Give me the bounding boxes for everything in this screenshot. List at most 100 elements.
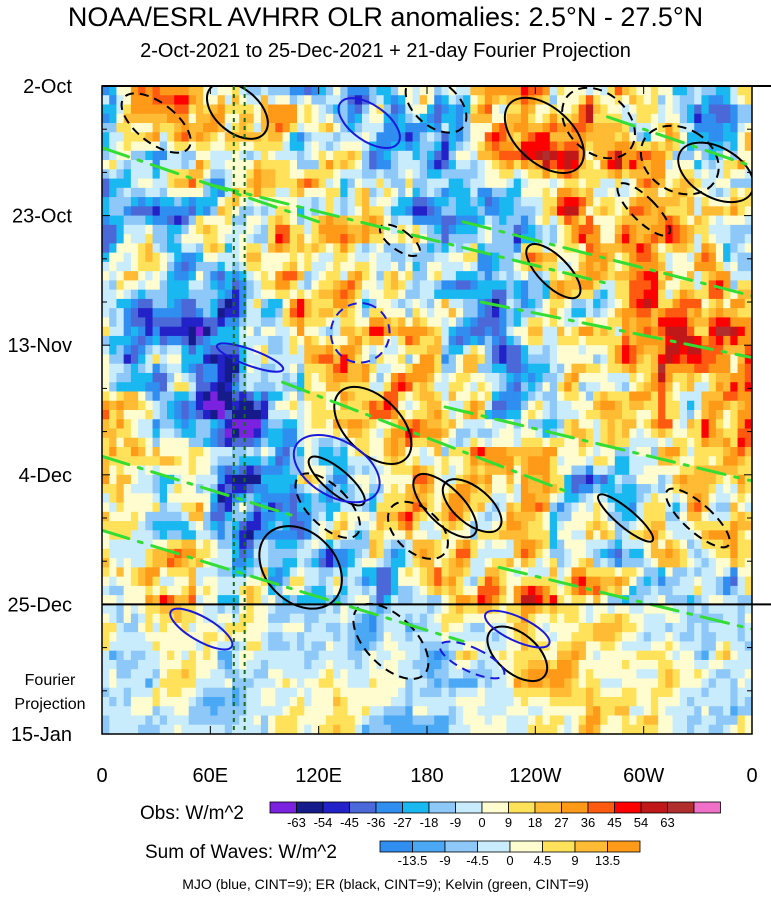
- heat-cell: [412, 206, 421, 217]
- heat-cell: [390, 558, 399, 568]
- heat-cell: [116, 548, 125, 559]
- heat-cell: [383, 234, 392, 244]
- heat-cell: [152, 511, 161, 522]
- heat-cell: [275, 215, 284, 226]
- heat-cell: [289, 187, 298, 198]
- heat-cell: [167, 548, 175, 559]
- heat-cell: [102, 576, 110, 587]
- heat-cell: [325, 345, 334, 356]
- heat-cell: [152, 437, 161, 448]
- heat-cell: [130, 521, 139, 531]
- heat-cell: [715, 215, 724, 226]
- heat-cell: [744, 539, 752, 550]
- heat-cell: [434, 567, 443, 578]
- heat-cell: [492, 178, 500, 189]
- heat-cell: [347, 539, 356, 550]
- heat-cell: [325, 567, 334, 578]
- heat-cell: [109, 539, 118, 550]
- heat-cell: [275, 410, 284, 420]
- heat-cell: [571, 132, 580, 143]
- heat-cell: [492, 132, 500, 143]
- heat-cell: [434, 530, 443, 541]
- heat-cell: [470, 104, 479, 115]
- heat-cell: [658, 104, 666, 115]
- heat-cell: [398, 548, 406, 559]
- heat-cell: [614, 308, 623, 319]
- heat-cell: [650, 372, 659, 383]
- heat-cell: [181, 308, 190, 319]
- heat-cell: [463, 437, 471, 448]
- heat-cell: [412, 132, 421, 143]
- heat-cell: [477, 372, 486, 383]
- heat-cell: [593, 484, 601, 494]
- heat-cell: [224, 104, 233, 115]
- heat-cell: [564, 521, 573, 531]
- heat-cell: [398, 354, 406, 365]
- heat-cell: [224, 86, 233, 96]
- heat-cell: [217, 243, 226, 254]
- heat-cell: [405, 465, 414, 476]
- heat-cell: [116, 317, 125, 328]
- heat-cell: [463, 428, 471, 439]
- heat-cell: [737, 317, 746, 328]
- heat-cell: [499, 391, 508, 402]
- heat-cell: [622, 113, 630, 124]
- heat-cell: [441, 271, 450, 281]
- heat-cell: [304, 558, 313, 568]
- heat-cell: [347, 484, 356, 494]
- heat-cell: [325, 493, 334, 504]
- heat-cell: [325, 215, 334, 226]
- heat-cell: [282, 484, 291, 494]
- heat-cell: [658, 521, 666, 531]
- heat-cell: [585, 335, 594, 346]
- heat-cell: [260, 363, 269, 374]
- heat-cell: [441, 326, 450, 337]
- heat-cell: [542, 484, 551, 494]
- heat-cell: [390, 521, 399, 531]
- heat-cell: [614, 160, 623, 170]
- heat-cell: [665, 558, 674, 568]
- heat-cell: [167, 372, 175, 383]
- heat-cell: [744, 447, 752, 457]
- heat-cell: [629, 428, 638, 439]
- heat-cell: [217, 261, 226, 272]
- heat-cell: [672, 465, 681, 476]
- heat-cell: [188, 289, 197, 300]
- heat-cell: [477, 335, 486, 346]
- heat-cell: [268, 465, 276, 476]
- heat-cell: [607, 280, 616, 291]
- heat-cell: [636, 298, 645, 309]
- heat-cell: [463, 252, 471, 263]
- heat-cell: [463, 502, 471, 513]
- heat-cell: [549, 298, 558, 309]
- heat-cell: [304, 141, 313, 152]
- heat-cell: [484, 187, 493, 198]
- heat-cell: [412, 141, 421, 152]
- heat-cell: [347, 224, 356, 235]
- heat-cell: [405, 169, 414, 180]
- heat-cell: [318, 447, 327, 457]
- heat-cell: [455, 511, 464, 522]
- heat-cell: [383, 567, 392, 578]
- heat-cell: [188, 502, 197, 513]
- heat-cell: [304, 252, 313, 263]
- heat-cell: [513, 410, 522, 420]
- heat-cell: [145, 261, 154, 272]
- heat-cell: [585, 261, 594, 272]
- heat-cell: [354, 391, 363, 402]
- heat-cell: [643, 558, 652, 568]
- heat-cell: [195, 400, 204, 411]
- heat-cell: [542, 326, 551, 337]
- heat-cell: [304, 326, 313, 337]
- heat-cell: [636, 372, 645, 383]
- heat-cell: [484, 372, 493, 383]
- heat-cell: [528, 86, 536, 96]
- heat-cell: [607, 206, 616, 217]
- heat-cell: [390, 261, 399, 272]
- heat-cell: [672, 345, 681, 356]
- heat-cell: [484, 271, 493, 281]
- heat-cell: [701, 178, 710, 189]
- heat-cell: [629, 502, 638, 513]
- heat-cell: [470, 456, 479, 467]
- heat-cell: [354, 539, 363, 550]
